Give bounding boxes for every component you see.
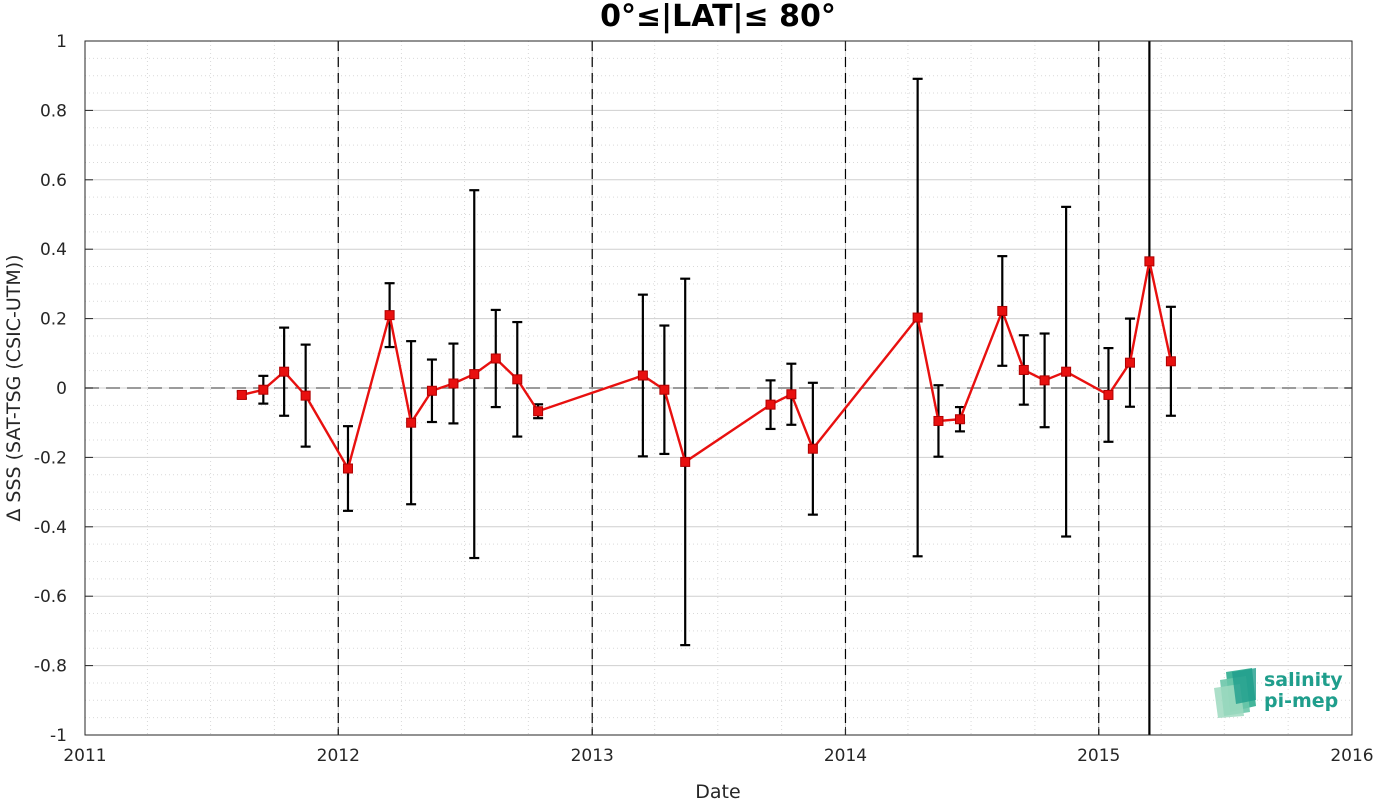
chart-title: 0°≤|LAT|≤ 80° <box>600 0 836 34</box>
y-tick-label: -1 <box>50 726 67 746</box>
data-point <box>1124 357 1135 368</box>
data-point <box>1061 366 1072 377</box>
data-point <box>1165 356 1176 367</box>
data-point <box>490 353 501 364</box>
y-tick-label: 0.2 <box>40 310 67 330</box>
data-point <box>680 456 691 467</box>
data-point <box>997 305 1008 316</box>
data-point <box>954 414 965 425</box>
y-axis-title: Δ SSS (SAT-TSG (CSIC-UTM)) <box>3 254 25 521</box>
data-series <box>241 261 1173 472</box>
data-point <box>933 415 944 426</box>
data-point <box>300 390 311 401</box>
data-point <box>533 406 544 417</box>
data-point <box>786 389 797 400</box>
data-point <box>807 443 818 454</box>
x-tick-labels: 2011 2012 2013 2014 2015 2016 <box>63 746 1373 766</box>
wave-logo-icon <box>1214 668 1256 718</box>
x-tick-label: 2016 <box>1330 746 1373 766</box>
x-tick-label: 2014 <box>824 746 867 766</box>
data-point <box>236 389 247 400</box>
data-point <box>1144 256 1155 267</box>
data-point <box>1039 375 1050 386</box>
y-tick-label: 0 <box>56 379 67 399</box>
x-tick-label: 2015 <box>1077 746 1120 766</box>
data-point <box>1018 364 1029 375</box>
year-boundary-lines <box>337 41 1100 735</box>
axis-ticks <box>84 40 1353 736</box>
data-point <box>765 399 776 410</box>
data-point <box>258 384 269 395</box>
data-point <box>912 312 923 323</box>
y-tick-label: -0.2 <box>34 448 67 468</box>
data-point <box>659 384 670 395</box>
x-tick-label: 2012 <box>317 746 360 766</box>
data-point <box>469 369 480 380</box>
y-tick-label: 0.4 <box>40 240 67 260</box>
logo-text-pi-mep: pi-mep <box>1264 690 1338 712</box>
data-point <box>512 374 523 385</box>
series-line <box>241 261 1173 472</box>
y-tick-label: 1 <box>56 32 67 52</box>
data-point <box>279 366 290 377</box>
x-tick-label: 2011 <box>63 746 106 766</box>
data-point <box>1103 389 1114 400</box>
data-markers <box>236 256 1176 474</box>
data-point <box>448 378 459 389</box>
y-tick-label: 0.8 <box>40 101 67 121</box>
data-point <box>342 463 353 474</box>
data-point <box>426 385 437 396</box>
salinity-pi-mep-logo: salinity pi-mep <box>1214 668 1343 718</box>
y-tick-label: -0.6 <box>34 587 67 607</box>
y-tick-label: -0.8 <box>34 657 67 677</box>
data-point <box>384 310 395 321</box>
y-tick-label: -0.4 <box>34 518 67 538</box>
logo-text-salinity: salinity <box>1264 669 1343 691</box>
x-tick-label: 2013 <box>571 746 614 766</box>
y-tick-labels: 1 0.8 0.6 0.4 0.2 0 -0.2 -0.4 -0.6 -0.8 -1 <box>34 32 67 746</box>
data-point <box>637 370 648 381</box>
x-axis-title: Date <box>695 781 740 801</box>
data-point <box>406 417 417 428</box>
y-tick-label: 0.6 <box>40 171 67 191</box>
